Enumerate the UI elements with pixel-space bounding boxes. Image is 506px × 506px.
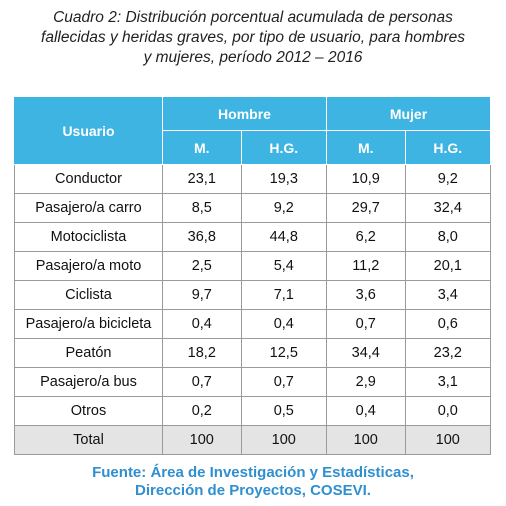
cell: 0,0: [404, 396, 492, 426]
cell: 0,6: [404, 309, 492, 339]
cell: 8,0: [404, 222, 492, 252]
cell: 34,4: [325, 338, 406, 368]
row-label: Ciclista: [14, 280, 163, 310]
title-line: fallecidas y heridas graves, por tipo de…: [41, 29, 465, 46]
row-label: Pasajero/a bus: [14, 367, 163, 397]
cell: 0,4: [162, 309, 242, 339]
table-row: Motociclista 36,8 44,8 6,2 8,0: [14, 222, 492, 252]
cell: 100: [404, 425, 492, 455]
row-label: Pasajero/a moto: [14, 251, 163, 281]
table-body: Conductor 23,1 19,3 10,9 9,2 Pasajero/a carro…: [14, 164, 492, 455]
title-line: Cuadro 2: Distribución porcentual acumul…: [53, 9, 453, 26]
cell: 44,8: [240, 222, 327, 252]
cell: 19,3: [240, 164, 327, 194]
cell: 2,5: [162, 251, 242, 281]
table-row: Total 100 100 100 100: [14, 425, 492, 455]
cell: 9,7: [162, 280, 242, 310]
cell: 0,5: [240, 396, 327, 426]
cell: 9,2: [404, 164, 492, 194]
cell: 36,8: [162, 222, 242, 252]
table-row: Pasajero/a bus 0,7 0,7 2,9 3,1: [14, 367, 492, 397]
cell: 12,5: [240, 338, 327, 368]
row-label: Pasajero/a bicicleta: [14, 309, 163, 339]
table-row: Conductor 23,1 19,3 10,9 9,2: [14, 164, 492, 194]
cell: 5,4: [240, 251, 327, 281]
header-cell: Hombre: [162, 96, 327, 131]
title-line: y mujeres, período 2012 – 2016: [143, 49, 363, 66]
cell: 2,9: [325, 367, 406, 397]
header-row: Usuario Hombre Mujer: [14, 96, 492, 165]
cell: 0,4: [325, 396, 406, 426]
cell: 10,9: [325, 164, 406, 194]
cell: 7,1: [240, 280, 327, 310]
table-row: Pasajero/a bicicleta 0,4 0,4 0,7 0,6: [14, 309, 492, 339]
row-label: Conductor: [14, 164, 163, 194]
title: Cuadro 2: Distribución porcentual acumul…: [0, 8, 506, 68]
header-cell: Usuario: [14, 96, 163, 165]
table-row: Peatón 18,2 12,5 34,4 23,2: [14, 338, 492, 368]
cell: 3,4: [404, 280, 492, 310]
row-label: Pasajero/a carro: [14, 193, 163, 223]
table-row: Otros 0,2 0,5 0,4 0,0: [14, 396, 492, 426]
cell: 0,2: [162, 396, 242, 426]
cell: 100: [162, 425, 242, 455]
source-line: Dirección de Proyectos, COSEVI.: [135, 482, 371, 499]
table-row: Pasajero/a moto 2,5 5,4 11,2 20,1: [14, 251, 492, 281]
cell: 0,4: [240, 309, 327, 339]
cell: 100: [240, 425, 327, 455]
cell: 20,1: [404, 251, 492, 281]
cell: 3,6: [325, 280, 406, 310]
header-cell: H.G.: [240, 130, 327, 165]
header-cell: M.: [325, 130, 406, 165]
cell: 100: [325, 425, 406, 455]
header-row: M. H.G. M. H.G.: [15, 130, 492, 165]
table-row: Ciclista 9,7 7,1 3,6 3,4: [14, 280, 492, 310]
header-cell: M.: [162, 130, 242, 165]
table-row: Pasajero/a carro 8,5 9,2 29,7 32,4: [14, 193, 492, 223]
header-cell: H.G.: [404, 130, 492, 165]
row-label: Peatón: [14, 338, 163, 368]
cell: 29,7: [325, 193, 406, 223]
cell: 6,2: [325, 222, 406, 252]
cell: 32,4: [404, 193, 492, 223]
cell: 3,1: [404, 367, 492, 397]
cell: 0,7: [325, 309, 406, 339]
row-label: Total: [14, 425, 163, 455]
source-line: Fuente: Área de Investigación y Estadíst…: [92, 464, 414, 481]
header-cell: Mujer: [325, 96, 492, 131]
cell: 23,1: [162, 164, 242, 194]
row-label: Otros: [14, 396, 163, 426]
table-head: Usuario Hombre Mujer M. H.G. M. H.G.: [14, 96, 492, 165]
cell: 0,7: [240, 367, 327, 397]
cell: 8,5: [162, 193, 242, 223]
cell: 23,2: [404, 338, 492, 368]
cell: 9,2: [240, 193, 327, 223]
cell: 11,2: [325, 251, 406, 281]
data-table: Usuario Hombre Mujer M. H.G. M. H.G. Con…: [14, 96, 492, 455]
row-label: Motociclista: [14, 222, 163, 252]
cell: 18,2: [162, 338, 242, 368]
source: Fuente: Área de Investigación y Estadíst…: [0, 464, 506, 500]
cell: 0,7: [162, 367, 242, 397]
